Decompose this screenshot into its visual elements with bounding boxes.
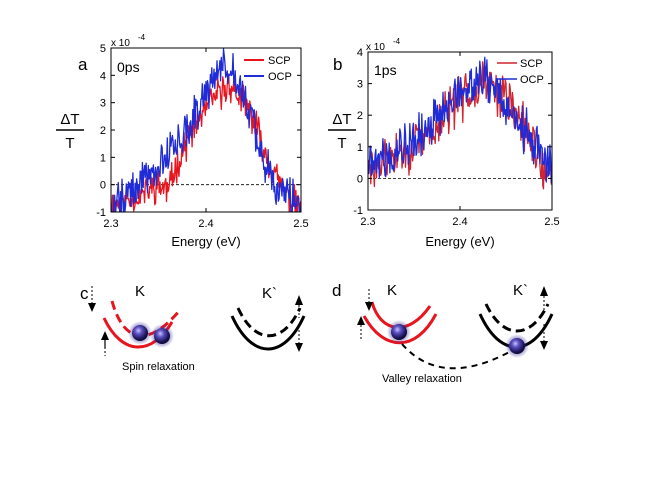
particle-c-2 [150,324,174,348]
particle-c-1 [128,321,152,345]
ticks-b: -1 0 1 2 3 4 2.3 2.4 2.5 [353,47,559,228]
spin-arrow-c-kprime-up [295,295,303,318]
y-multiplier-b-exp: -4 [393,37,401,46]
y-multiplier-a-base: x 10 [111,38,130,49]
valley-label-d-k: K [387,282,397,299]
y-tick-label-a-3: 2 [100,125,106,137]
y-multiplier-a-exp: -4 [138,33,146,42]
caption-c: Spin relaxation [122,361,195,373]
y-tick-label-b-0: -1 [353,205,363,217]
y-multiplier-a: x 10 -4 [111,33,146,49]
panel-label-c: c [80,284,89,303]
y-tick-label-a-5: 4 [100,70,106,82]
chart-a: a ΔT T x 10 -4 -1 0 1 2 3 4 5 2.3 2.4 2.5 0ps SCP… [56,33,309,249]
y-tick-label-a-4: 3 [100,98,106,110]
spin-arrow-d-down [365,289,373,311]
x-axis-label-a: Energy (eV) [171,234,240,249]
valley-label-d-kprime: K` [513,282,528,299]
legend-b-ocp-label: OCP [520,74,544,86]
y-axis-label-a-den: T [65,135,74,152]
y-tick-label-a-0: -1 [96,207,106,219]
y-multiplier-b: x 10 -4 [366,37,401,53]
y-multiplier-b-base: x 10 [366,42,385,53]
series-b-ocp [368,56,552,183]
x-tick-label-a-0: 2.3 [103,218,118,230]
valley-label-c-k: K [135,283,145,300]
series-group-b [368,56,552,190]
legend-a-scp-label: SCP [268,55,291,67]
spin-arrow-c-up [101,331,109,356]
valley-relaxation-path [401,343,521,370]
x-tick-label-b-1: 2.4 [452,216,467,228]
particle-d-1 [387,320,411,344]
band-d-kprime-upper [484,303,550,333]
x-tick-label-a-2: 2.5 [293,218,308,230]
panel-label-a: a [78,55,88,74]
spin-arrow-d-up [357,316,365,340]
y-tick-label-a-6: 5 [100,43,106,55]
diagram-d: d K K` Vall [332,281,554,385]
ticks-a: -1 0 1 2 3 4 5 2.3 2.4 2.5 [96,43,308,230]
annotation-a: 0ps [117,59,140,75]
caption-d: Valley relaxation [382,373,462,385]
series-a-ocp [111,48,301,212]
spin-arrow-c-kprime-down [295,330,303,352]
y-axis-label-a-num: ΔT [60,111,79,128]
spin-arrow-d-kprime-down [540,324,548,350]
panel-label-b: b [333,55,342,74]
x-axis-label-b: Energy (eV) [425,234,494,249]
band-c-kprime-lower [230,315,306,351]
y-tick-label-a-1: 0 [100,180,106,192]
particle-d-2 [505,334,529,358]
legend-b-scp-label: SCP [520,58,543,70]
spin-arrow-d-kprime-up [540,286,548,312]
valley-label-c-kprime: K` [262,285,277,302]
y-tick-label-a-2: 1 [100,152,106,164]
y-tick-label-b-4: 3 [357,79,363,91]
y-axis-label-b-num: ΔT [332,111,351,128]
series-group-a [111,48,301,212]
band-c-kprime-upper [236,307,302,338]
annotation-b: 1ps [374,62,397,78]
x-tick-label-a-1: 2.4 [198,218,213,230]
legend-b: SCP OCP [497,58,544,86]
y-tick-label-b-2: 1 [357,142,363,154]
spin-arrow-c-down [88,286,96,312]
diagram-c: c K K` Spin [80,283,306,373]
x-tick-label-b-0: 2.3 [360,216,375,228]
y-tick-label-b-5: 4 [357,47,363,59]
panel-label-d: d [332,281,341,300]
y-tick-label-b-3: 2 [357,110,363,122]
legend-a: SCP OCP [244,55,292,83]
y-axis-label-b-den: T [337,135,346,152]
y-tick-label-b-1: 0 [357,173,363,185]
legend-a-ocp-label: OCP [268,71,292,83]
chart-b: b ΔT T x 10 -4 -1 0 1 2 3 4 2.3 2.4 2.5 1ps SCP … [328,37,560,249]
x-tick-label-b-2: 2.5 [544,216,559,228]
